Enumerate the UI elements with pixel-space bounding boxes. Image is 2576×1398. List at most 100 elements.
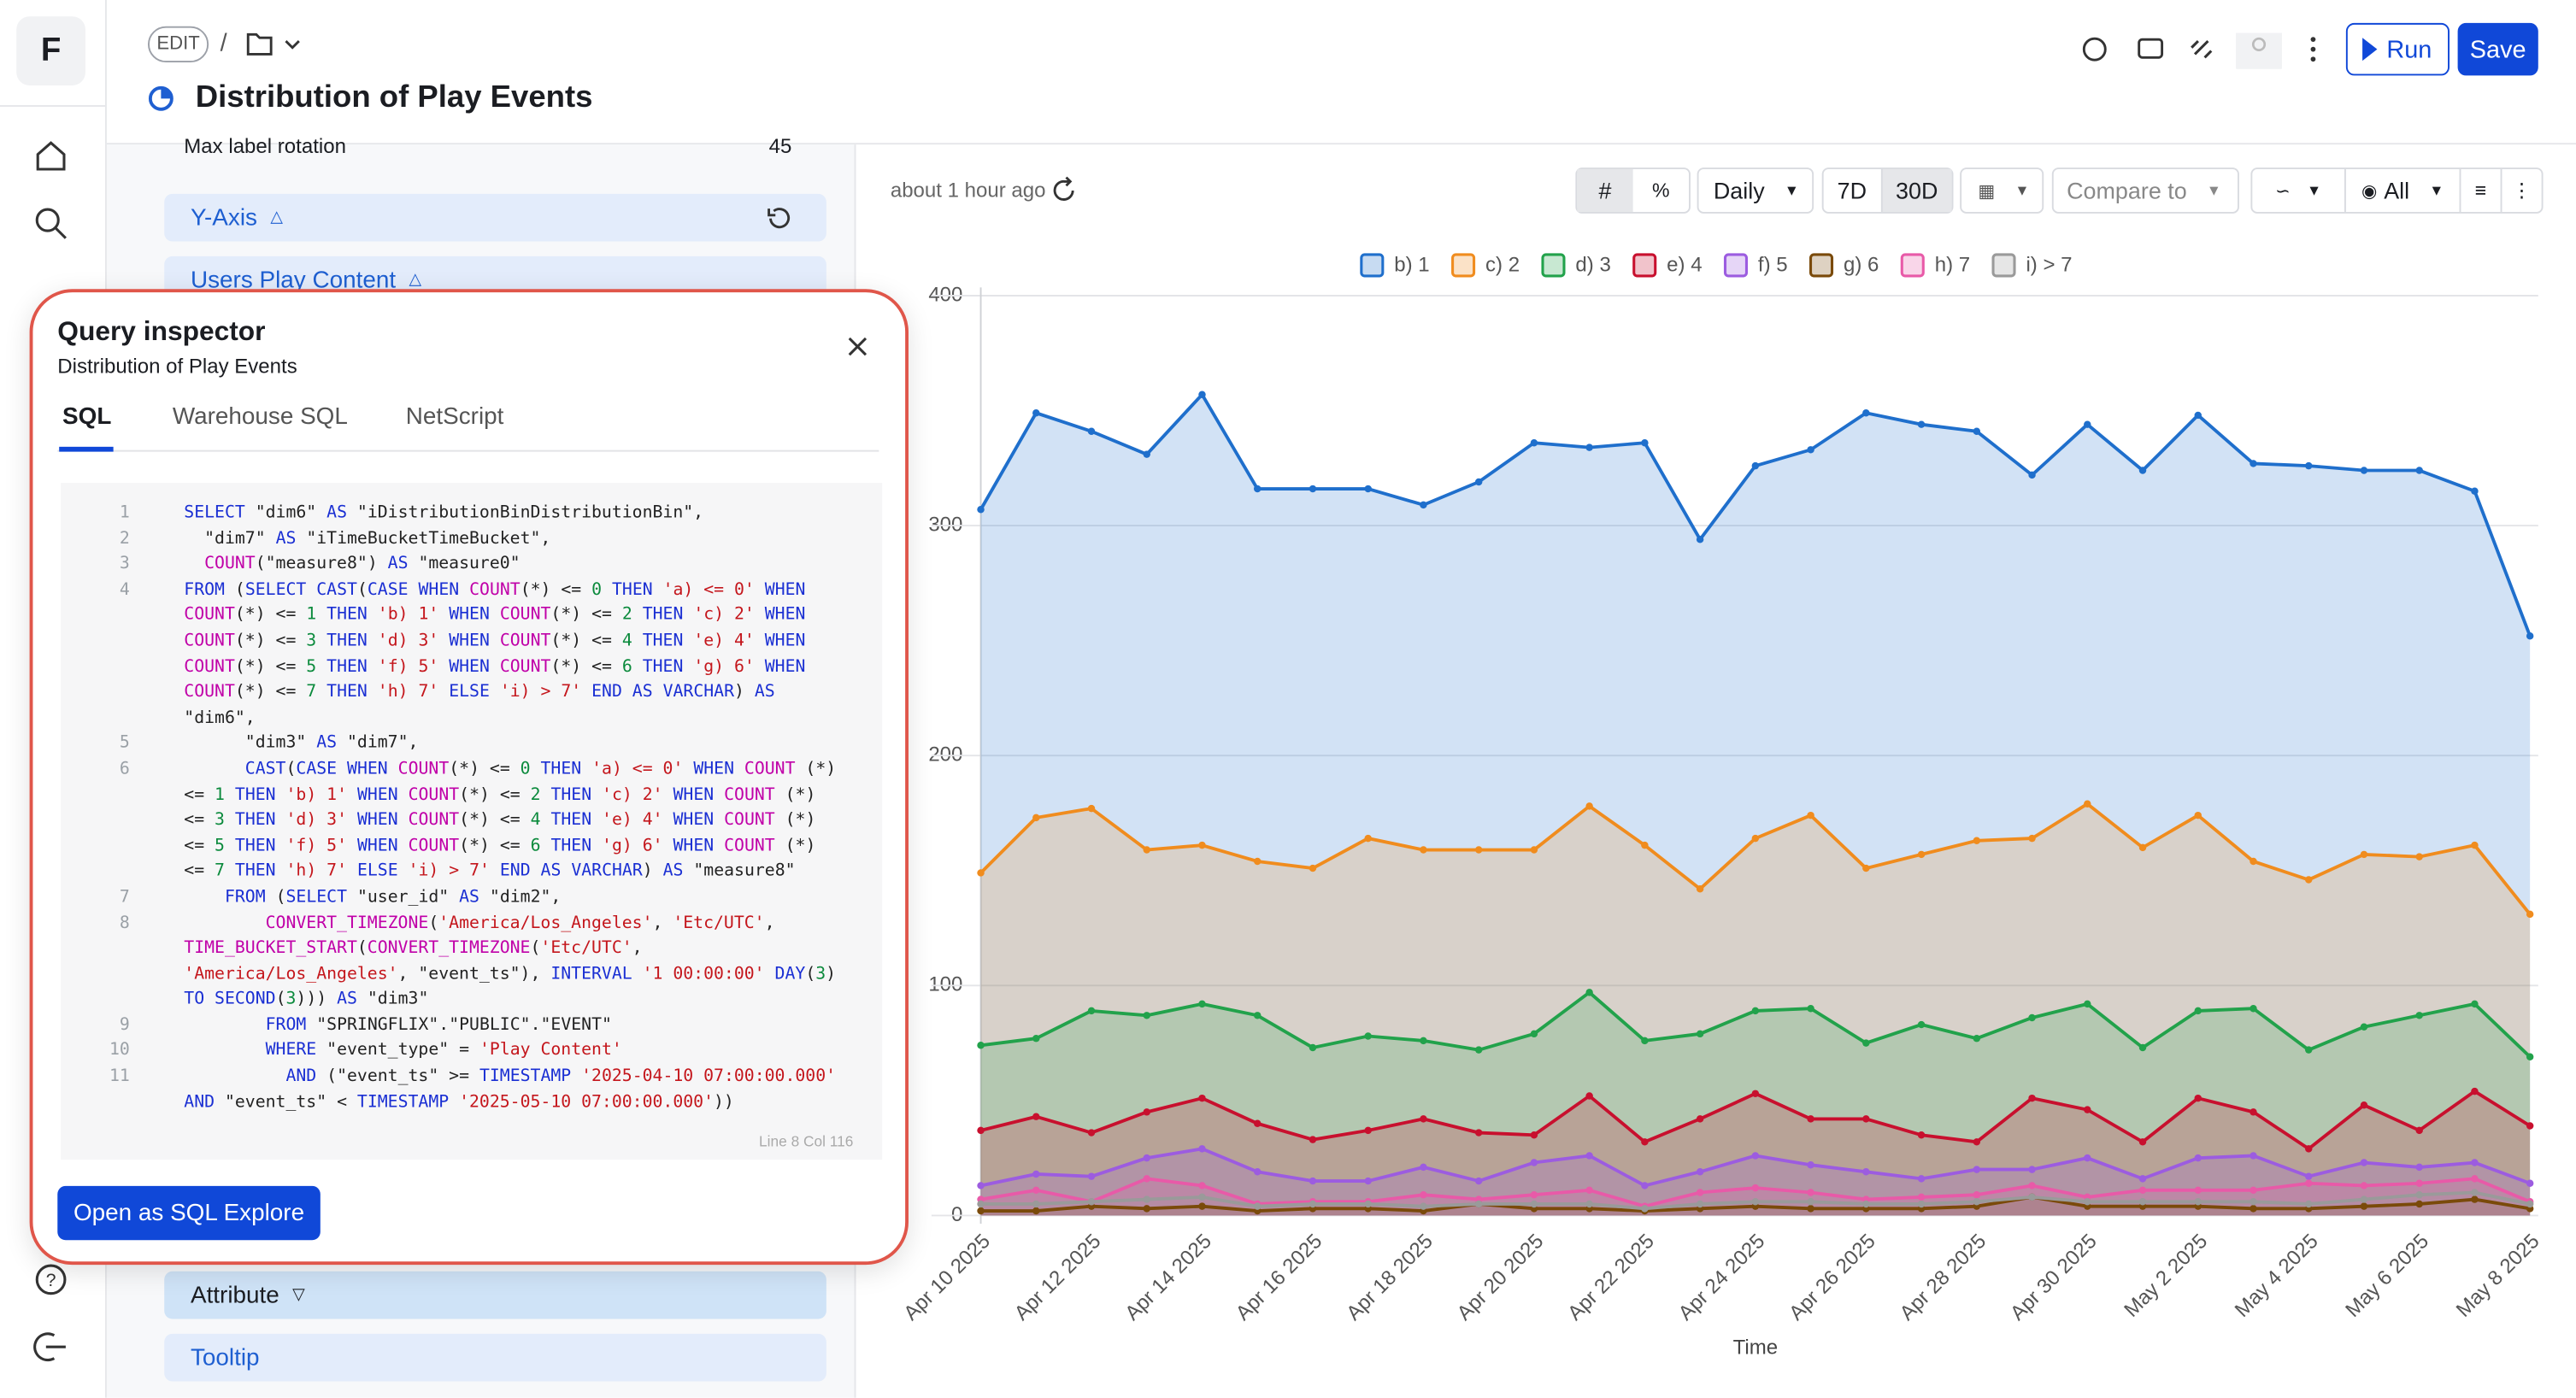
range-option[interactable]: 7D [1837, 177, 1867, 204]
data-point [1585, 1186, 1593, 1195]
save-button[interactable]: Save [2457, 22, 2538, 76]
data-point [2194, 1094, 2202, 1102]
data-point [1530, 1190, 1538, 1199]
data-point [2084, 1106, 2091, 1113]
section-header[interactable]: Y-Axis △ [164, 193, 826, 242]
date-picker[interactable]: ▦ ▼ [1960, 167, 2044, 214]
data-point [1585, 443, 1593, 451]
data-point [1807, 446, 1814, 454]
data-point [1751, 1090, 1760, 1098]
format-toggle[interactable]: #% [1575, 167, 1691, 214]
legend-swatch [1541, 253, 1566, 278]
data-point [2250, 857, 2257, 866]
area-fill [980, 394, 2531, 1216]
data-point [2360, 1023, 2368, 1031]
data-point [2028, 1094, 2036, 1102]
compare-select[interactable]: Compare to ▼ [2051, 167, 2239, 214]
data-point [1254, 485, 1262, 493]
data-point [1364, 1177, 1372, 1185]
data-point [2471, 1159, 2479, 1166]
data-point [1862, 864, 1870, 872]
data-point [2415, 853, 2423, 861]
data-point [1696, 1189, 1704, 1196]
section-header[interactable]: Attribute ▽ [164, 1271, 826, 1319]
data-point [2526, 632, 2534, 640]
data-point [1862, 1115, 1870, 1123]
code-text: COUNT("measure8") AS "measure0" [204, 554, 520, 574]
run-button[interactable]: Run [2345, 22, 2450, 76]
y-tick-label: 400 [928, 283, 962, 306]
data-point [2138, 1138, 2147, 1146]
folder-menu[interactable] [244, 30, 303, 60]
granularity-select[interactable]: Daily ▼ [1697, 167, 1814, 214]
logo[interactable]: F [16, 16, 85, 85]
header-icons[interactable] [2079, 32, 2342, 69]
data-point [2250, 1004, 2257, 1013]
data-point [1198, 1202, 1206, 1210]
line-number: 6 [119, 758, 130, 778]
data-point [1143, 1195, 1150, 1203]
data-point [1474, 1129, 1483, 1137]
data-point [1807, 1205, 1814, 1213]
tab[interactable]: Warehouse SQL [172, 403, 348, 431]
data-point [2250, 1108, 2257, 1116]
data-point [1917, 1020, 1926, 1029]
code-editor[interactable]: 1 SELECT "dim6" AS "iDistributionBinDistr… [61, 483, 883, 1160]
data-point [1198, 1094, 1206, 1102]
open-sql-button[interactable]: Open as SQL Explore [57, 1185, 321, 1241]
data-point [2360, 1202, 2368, 1210]
visibility: All [2384, 177, 2410, 204]
legend-item: e) 4 [1632, 253, 1703, 278]
data-point [2304, 461, 2313, 470]
data-point [1364, 834, 1372, 843]
view-controls[interactable]: ∽ ▼ ◉ All ▼ ≡ ⋮ [2250, 167, 2544, 214]
data-point [1641, 438, 1649, 447]
data-point [1254, 1168, 1262, 1176]
data-point [1143, 1012, 1150, 1019]
data-point [1032, 1113, 1040, 1120]
data-point [1309, 1136, 1317, 1143]
setting-value[interactable]: 45 [768, 134, 792, 158]
data-point [1917, 850, 1926, 859]
code-text: FROM (SELECT CAST(CASE WHEN COUNT(*) <= … [184, 579, 806, 728]
x-tick-label: May 2 2025 [2120, 1230, 2212, 1322]
data-point [1087, 1198, 1096, 1206]
code-line: 9 FROM "SPRINGFLIX"."PUBLIC"."EVENT" [61, 1013, 882, 1039]
data-point [1309, 485, 1317, 493]
data-point [1862, 1039, 1870, 1047]
data-point [1751, 834, 1760, 843]
data-point [2138, 1175, 2147, 1183]
range-option[interactable]: 30D [1880, 168, 1952, 212]
home-icon[interactable] [32, 138, 68, 173]
tab[interactable]: NetScript [405, 403, 504, 431]
section-title: Y-Axis [190, 204, 257, 232]
data-point [2028, 471, 2036, 479]
code-line: 11 AND ("event_ts" >= TIMESTAMP '2025-04… [61, 1065, 882, 1116]
data-point [1530, 1159, 1538, 1166]
search-icon[interactable] [32, 205, 68, 241]
data-point [1032, 814, 1040, 822]
reset-icon[interactable] [764, 203, 794, 233]
data-point [2415, 1163, 2423, 1172]
help-icon[interactable]: ? [32, 1261, 68, 1297]
range-group[interactable]: 7D 30D [1821, 167, 1954, 214]
data-point [1530, 1200, 1538, 1208]
section-header[interactable]: Tooltip [164, 1333, 826, 1382]
mode-badge[interactable]: EDIT [147, 26, 209, 63]
data-point [2194, 411, 2202, 420]
data-point [1032, 1186, 1040, 1195]
refresh-icon[interactable] [1050, 176, 1079, 206]
close-button[interactable] [846, 335, 869, 358]
data-point [1917, 1193, 1926, 1201]
logout-icon[interactable] [32, 1329, 68, 1365]
data-point [1087, 804, 1096, 813]
data-point [2304, 1179, 2313, 1187]
data-point [1309, 1200, 1317, 1208]
data-point [2415, 1190, 2423, 1199]
data-point [2360, 1101, 2368, 1109]
x-tick-label: Apr 30 2025 [2006, 1230, 2102, 1325]
tab[interactable]: SQL [62, 403, 112, 431]
data-point [1032, 409, 1040, 417]
data-point [1696, 1168, 1704, 1176]
